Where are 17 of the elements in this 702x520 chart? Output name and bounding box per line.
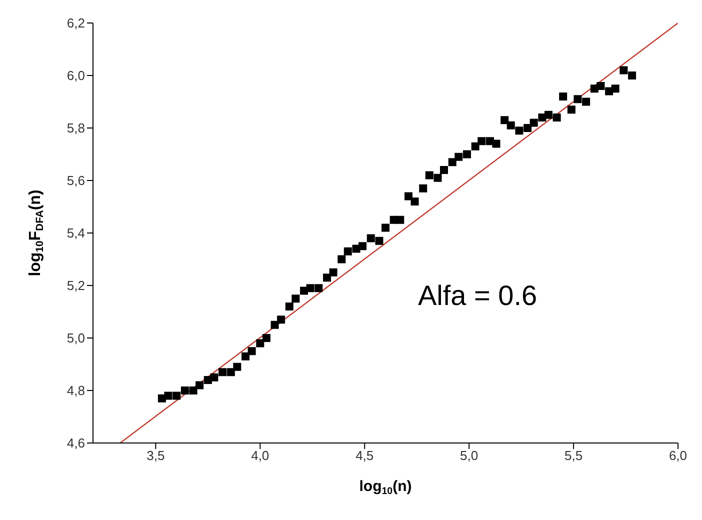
y-tick-label: 5,2 bbox=[66, 278, 85, 294]
y-tick-label: 5,6 bbox=[66, 173, 85, 188]
y-tick-label: 5,8 bbox=[66, 120, 85, 136]
x-tick-label: 6,0 bbox=[668, 448, 688, 464]
y-tick-label: 6,2 bbox=[66, 16, 85, 31]
x-tick-label: 4,0 bbox=[251, 448, 270, 464]
x-tick-label: 3,5 bbox=[146, 448, 165, 464]
y-tick-label: 5,0 bbox=[66, 330, 85, 346]
x-tick-label: 5,5 bbox=[564, 448, 583, 464]
y-tick-label: 4,8 bbox=[66, 383, 85, 398]
y-tick-label: 6,0 bbox=[66, 68, 85, 84]
annotation: Alfa = 0.6 bbox=[418, 280, 538, 312]
y-tick-label: 5,4 bbox=[66, 226, 85, 241]
y-tick-label: 4,6 bbox=[66, 436, 85, 451]
x-axis-title: log$_{10}$(n) bbox=[359, 478, 412, 497]
x-tick-label: 4,5 bbox=[356, 448, 374, 464]
x-tick-label: 5,0 bbox=[460, 448, 478, 464]
